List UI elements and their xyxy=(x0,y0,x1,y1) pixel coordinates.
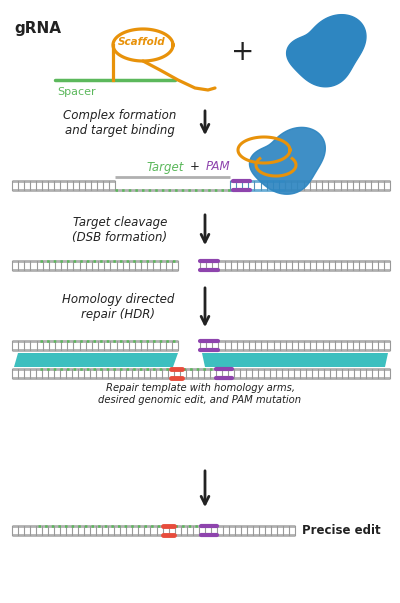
Text: Spacer: Spacer xyxy=(57,87,96,97)
Text: Precise edit: Precise edit xyxy=(302,523,381,537)
Polygon shape xyxy=(287,14,366,87)
Text: +: + xyxy=(190,160,200,174)
Text: Repair template with homology arms,
desired genomic edit, and PAM mutation: Repair template with homology arms, desi… xyxy=(98,383,302,405)
Polygon shape xyxy=(14,353,178,367)
Text: +: + xyxy=(231,38,255,66)
Polygon shape xyxy=(250,127,325,194)
Text: gRNA: gRNA xyxy=(14,21,61,36)
Text: Scaffold: Scaffold xyxy=(118,37,166,47)
Text: PAM: PAM xyxy=(206,160,230,174)
Text: Cas9: Cas9 xyxy=(298,41,342,59)
Text: Target: Target xyxy=(146,160,184,174)
Text: Complex formation
and target binding: Complex formation and target binding xyxy=(63,109,177,137)
Polygon shape xyxy=(202,353,388,367)
Text: Target cleavage
(DSB formation): Target cleavage (DSB formation) xyxy=(72,216,168,244)
Text: Homology directed
repair (HDR): Homology directed repair (HDR) xyxy=(62,293,174,321)
